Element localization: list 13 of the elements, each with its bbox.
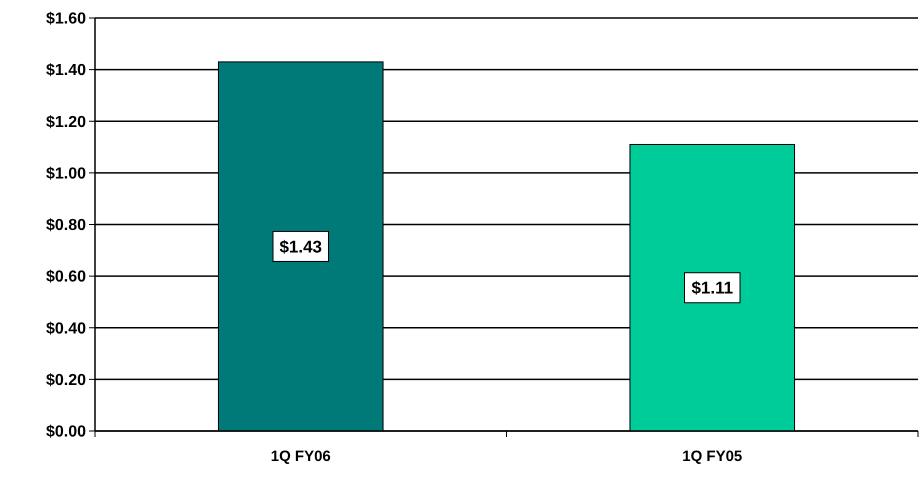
- y-tick-label: $1.40: [46, 62, 86, 80]
- x-tick-label: 1Q FY06: [270, 448, 331, 465]
- y-tick-label: $1.60: [46, 10, 86, 28]
- y-tick-label: $1.20: [46, 114, 86, 131]
- y-tick-label: $0.80: [46, 217, 86, 234]
- y-tick-label: $0.20: [46, 372, 86, 389]
- y-tick-label: $0.40: [46, 320, 86, 338]
- y-tick-label: $1.00: [46, 165, 86, 182]
- y-tick-label: $0.00: [46, 424, 86, 441]
- data-label: $1.11: [691, 278, 734, 298]
- data-label: $1.43: [279, 237, 322, 256]
- x-tick-label: 1Q FY05: [682, 448, 742, 465]
- y-tick-label: $0.60: [46, 268, 86, 286]
